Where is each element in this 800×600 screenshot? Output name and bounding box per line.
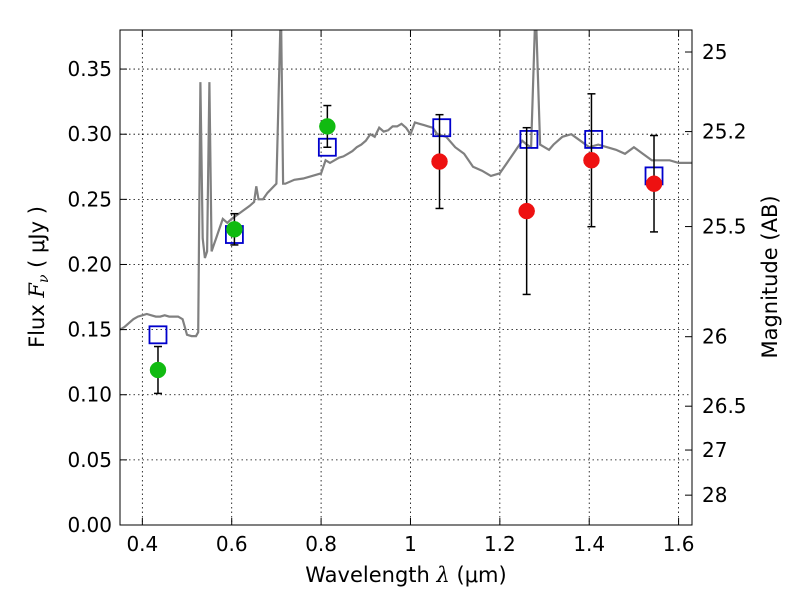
x-tick-label: 0.4 [126, 532, 158, 556]
x-axis-title-prefix: Wavelength [305, 563, 436, 587]
x-axis-title-symbol: λ [436, 563, 450, 587]
y-axis-title-prefix: Flux [25, 298, 49, 348]
y-tick-label: 0.00 [67, 513, 112, 537]
spectrum-line [120, 30, 692, 338]
x-tick-label: 1.6 [663, 532, 695, 556]
red-data-point [518, 202, 535, 220]
x-tick-label: 0.6 [216, 532, 248, 556]
y-axis-title-unit: ( μJy ) [25, 206, 49, 274]
magnitude-axis-title: Magnitude (AB) [758, 195, 782, 358]
y-tick-label: 0.20 [67, 252, 112, 276]
y-tick-label: 0.05 [67, 448, 112, 472]
tick-labels: 0.4 0.6 0.8 1 1.2 1.4 1.6 0.00 0.05 0.10 0.15 0.20 0… [67, 40, 746, 556]
y-tick-label: 0.15 [67, 318, 112, 342]
y-axis-title-subscript: ν [36, 274, 52, 283]
magnitude-tick-label: 25 [702, 40, 727, 64]
x-tick-label: 1 [404, 532, 417, 556]
magnitude-tick-label: 27 [702, 438, 727, 462]
x-axis-title-unit: (μm) [450, 563, 507, 587]
magnitude-tick-label: 25.5 [702, 215, 747, 239]
magnitude-tick-label: 26 [702, 325, 727, 349]
magnitude-tick-label: 28 [702, 483, 727, 507]
y-tick-label: 0.30 [67, 122, 112, 146]
green-data-point [226, 221, 243, 238]
model-square-marker [148, 325, 168, 345]
y-axis-title-symbol: F [25, 282, 49, 299]
y-axis-title: Flux Fν ( μJy ) [25, 206, 52, 348]
green-data-point [149, 361, 167, 379]
x-tick-label: 0.8 [305, 532, 337, 556]
magnitude-tick-label: 26.5 [702, 394, 747, 418]
red-data-point [645, 175, 663, 192]
green-data-point [319, 118, 336, 135]
x-tick-label: 1.2 [484, 532, 516, 556]
model-square-marker [519, 130, 539, 149]
magnitude-tick-label: 25.2 [702, 120, 747, 144]
red-data-point [431, 153, 448, 170]
spectrum-layer [120, 30, 692, 338]
x-tick-label: 1.4 [573, 532, 605, 556]
x-axis-title: Wavelength λ (μm) [305, 563, 506, 587]
model-square-marker [584, 130, 604, 149]
data-points-layer [148, 93, 664, 395]
model-square-marker [432, 118, 452, 138]
y-tick-label: 0.10 [67, 383, 112, 407]
red-data-point [583, 152, 600, 169]
plot-frame [119, 29, 693, 526]
grid-lines [120, 30, 692, 526]
tick-marks [120, 30, 692, 526]
y-tick-label: 0.35 [67, 57, 112, 81]
y-tick-label: 0.25 [67, 187, 112, 211]
